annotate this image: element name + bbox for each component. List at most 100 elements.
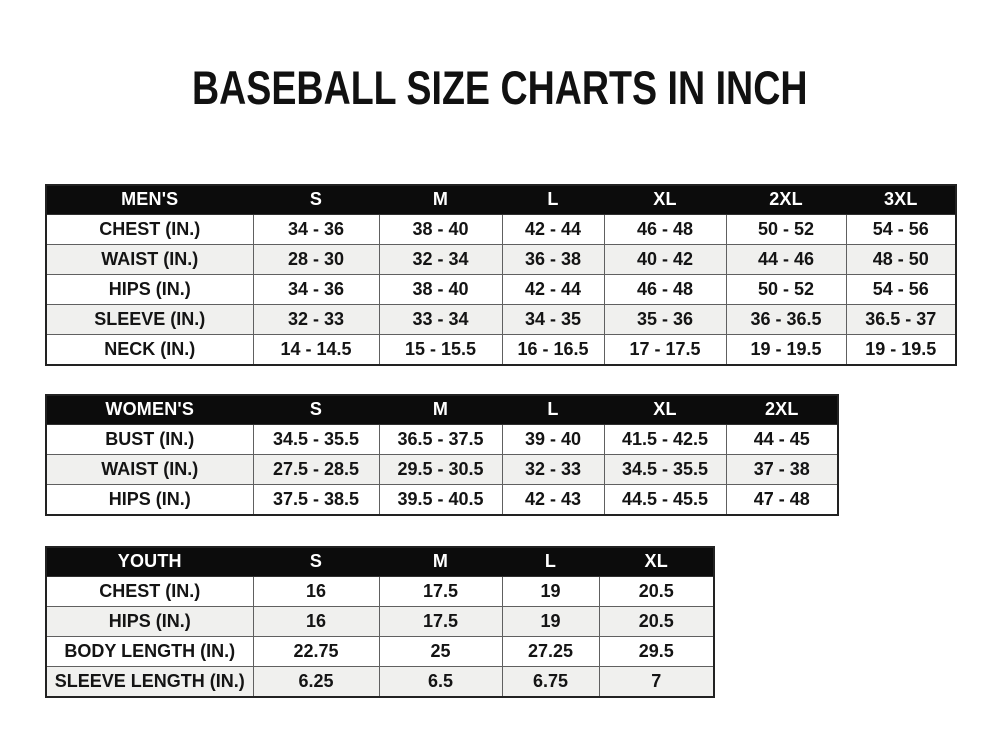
size-cell: 19 - 19.5 (725, 333, 847, 366)
row-label: CHEST (IN.) (45, 213, 254, 245)
table-row: HIPS (IN.) 16 17.5 19 20.5 (45, 605, 715, 637)
column-header: S (252, 546, 380, 577)
size-cell: 19 (501, 605, 600, 637)
table-row: BODY LENGTH (IN.) 22.75 25 27.25 29.5 (45, 635, 715, 667)
youth-size-table: YOUTH S M L XL CHEST (IN.) 16 17.5 19 20.5 HIPS (I… (45, 545, 715, 698)
size-cell: 46 - 48 (603, 273, 727, 305)
size-cell: 44.5 - 45.5 (603, 483, 727, 516)
row-label: CHEST (IN.) (45, 575, 254, 607)
row-label: WAIST (IN.) (45, 243, 254, 275)
size-cell: 20.5 (598, 605, 715, 637)
size-cell: 54 - 56 (845, 273, 957, 305)
size-cell: 32 - 34 (378, 243, 503, 275)
table-row: HIPS (IN.) 37.5 - 38.5 39.5 - 40.5 42 - 43 4… (45, 483, 839, 516)
size-cell: 37 - 38 (725, 453, 839, 485)
header-row: YOUTH S M L XL (45, 546, 715, 577)
size-cell: 17.5 (378, 605, 503, 637)
size-cell: 33 - 34 (378, 303, 503, 335)
size-cell: 22.75 (252, 635, 380, 667)
column-header: S (252, 394, 380, 425)
row-label: HIPS (IN.) (45, 483, 254, 516)
row-label: BUST (IN.) (45, 423, 254, 455)
column-header: XL (603, 184, 727, 215)
size-cell: 27.5 - 28.5 (252, 453, 380, 485)
size-cell: 36.5 - 37.5 (378, 423, 503, 455)
table-title-cell: WOMEN'S (45, 394, 254, 425)
size-cell: 37.5 - 38.5 (252, 483, 380, 516)
size-cell: 50 - 52 (725, 273, 847, 305)
column-header: XL (603, 394, 727, 425)
size-cell: 15 - 15.5 (378, 333, 503, 366)
row-label: SLEEVE (IN.) (45, 303, 254, 335)
size-cell: 44 - 45 (725, 423, 839, 455)
table-row: WAIST (IN.) 27.5 - 28.5 29.5 - 30.5 32 - 33… (45, 453, 839, 485)
size-cell: 42 - 43 (501, 483, 605, 516)
column-header: L (501, 184, 605, 215)
size-cell: 41.5 - 42.5 (603, 423, 727, 455)
size-cell: 34.5 - 35.5 (252, 423, 380, 455)
size-cell: 34 - 36 (252, 213, 380, 245)
size-cell: 28 - 30 (252, 243, 380, 275)
size-cell: 46 - 48 (603, 213, 727, 245)
size-cell: 19 (501, 575, 600, 607)
size-cell: 36 - 38 (501, 243, 605, 275)
size-cell: 16 (252, 605, 380, 637)
size-cell: 17.5 (378, 575, 503, 607)
table-row: CHEST (IN.) 16 17.5 19 20.5 (45, 575, 715, 607)
column-header: 2XL (725, 184, 847, 215)
womens-size-table: WOMEN'S S M L XL 2XL BUST (IN.) 34.5 - 35.5 36.5… (45, 393, 839, 516)
size-cell: 48 - 50 (845, 243, 957, 275)
size-cell: 34 - 35 (501, 303, 605, 335)
page-title: BASEBALL SIZE CHARTS IN INCH (0, 0, 1000, 114)
row-label: BODY LENGTH (IN.) (45, 635, 254, 667)
size-cell: 38 - 40 (378, 273, 503, 305)
size-cell: 27.25 (501, 635, 600, 667)
size-cell: 42 - 44 (501, 273, 605, 305)
row-label: HIPS (IN.) (45, 273, 254, 305)
column-header: 3XL (845, 184, 957, 215)
column-header: XL (598, 546, 715, 577)
size-cell: 50 - 52 (725, 213, 847, 245)
size-cell: 29.5 - 30.5 (378, 453, 503, 485)
size-cell: 16 - 16.5 (501, 333, 605, 366)
table-row: BUST (IN.) 34.5 - 35.5 36.5 - 37.5 39 - 40 4… (45, 423, 839, 455)
table-title-cell: YOUTH (45, 546, 254, 577)
size-cell: 29.5 (598, 635, 715, 667)
size-cell: 34 - 36 (252, 273, 380, 305)
size-cell: 7 (598, 665, 715, 698)
column-header: L (501, 394, 605, 425)
header-row: WOMEN'S S M L XL 2XL (45, 394, 839, 425)
column-header: M (378, 394, 503, 425)
column-header: L (501, 546, 600, 577)
size-cell: 32 - 33 (252, 303, 380, 335)
size-cell: 47 - 48 (725, 483, 839, 516)
size-cell: 32 - 33 (501, 453, 605, 485)
size-cell: 14 - 14.5 (252, 333, 380, 366)
column-header: 2XL (725, 394, 839, 425)
table-row: NECK (IN.) 14 - 14.5 15 - 15.5 16 - 16.5 17 … (45, 333, 957, 366)
page-title-text: BASEBALL SIZE CHARTS IN INCH (192, 61, 808, 114)
size-cell: 39.5 - 40.5 (378, 483, 503, 516)
table-title-cell: MEN'S (45, 184, 254, 215)
size-cell: 19 - 19.5 (845, 333, 957, 366)
size-cell: 34.5 - 35.5 (603, 453, 727, 485)
header-row: MEN'S S M L XL 2XL 3XL (45, 184, 957, 215)
table-row: SLEEVE (IN.) 32 - 33 33 - 34 34 - 35 35 - 36… (45, 303, 957, 335)
size-cell: 35 - 36 (603, 303, 727, 335)
size-cell: 36.5 - 37 (845, 303, 957, 335)
row-label: SLEEVE LENGTH (IN.) (45, 665, 254, 698)
mens-size-table: MEN'S S M L XL 2XL 3XL CHEST (IN.) 34 - 36 38 - 4… (45, 183, 957, 366)
size-cell: 39 - 40 (501, 423, 605, 455)
column-header: M (378, 546, 503, 577)
column-header: S (252, 184, 380, 215)
size-cell: 38 - 40 (378, 213, 503, 245)
size-cell: 17 - 17.5 (603, 333, 727, 366)
row-label: WAIST (IN.) (45, 453, 254, 485)
size-cell: 36 - 36.5 (725, 303, 847, 335)
size-cell: 44 - 46 (725, 243, 847, 275)
size-cell: 40 - 42 (603, 243, 727, 275)
size-cell: 20.5 (598, 575, 715, 607)
size-cell: 54 - 56 (845, 213, 957, 245)
size-cell: 16 (252, 575, 380, 607)
